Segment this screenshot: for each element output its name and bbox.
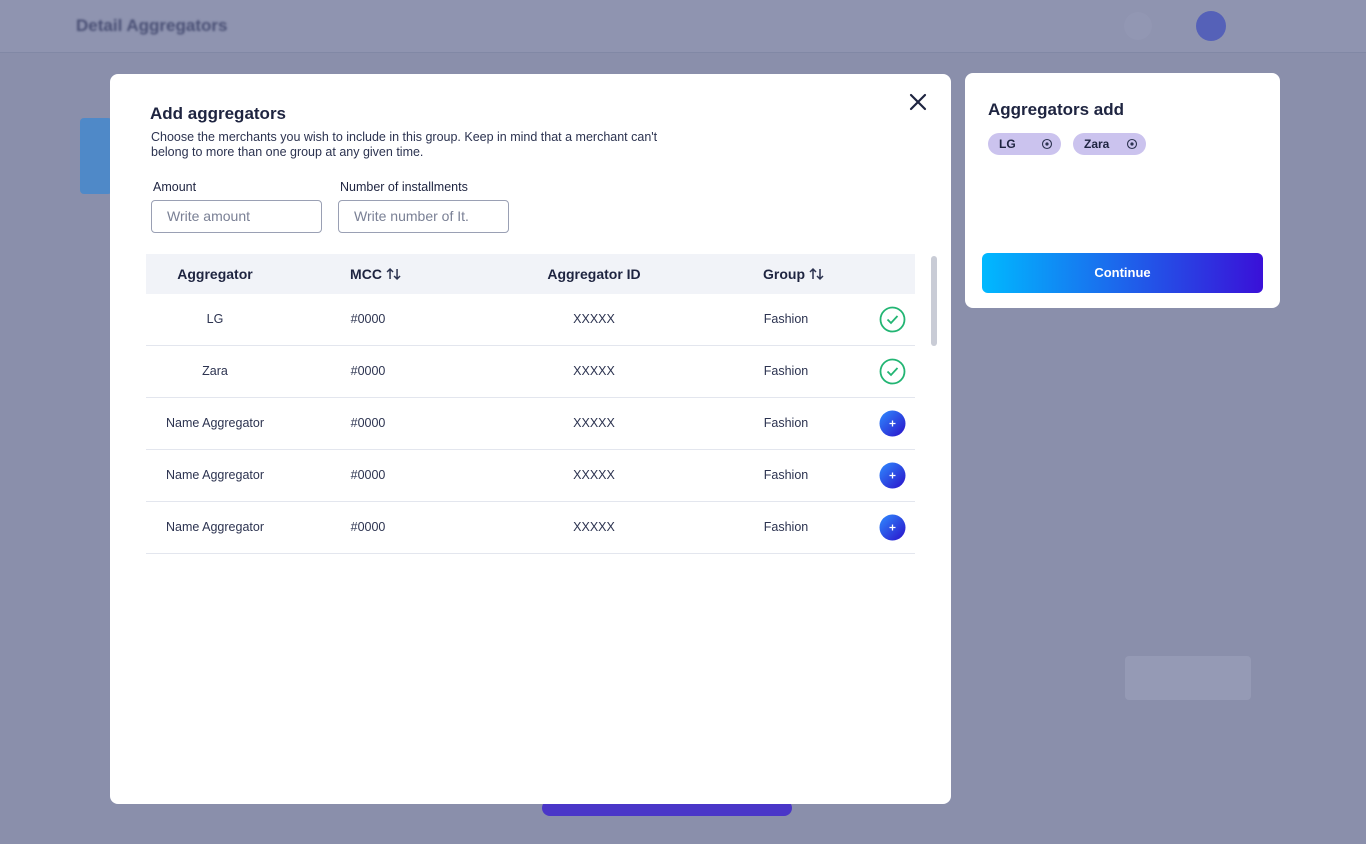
table-cell: Fashion bbox=[763, 520, 809, 534]
column-label: Aggregator bbox=[177, 266, 253, 282]
add-icon[interactable] bbox=[879, 410, 906, 437]
table-cell: #0000 bbox=[350, 312, 386, 326]
summary-title: Aggregators add bbox=[988, 100, 1125, 119]
table-row: LG #0000 XXXXX Fashion bbox=[146, 294, 915, 346]
card bbox=[80, 118, 112, 194]
table-cell: XXXXX bbox=[573, 416, 615, 430]
table-cell: XXXXX bbox=[573, 520, 615, 534]
column-header: Aggregator bbox=[177, 254, 252, 294]
chip: Zara bbox=[1073, 133, 1146, 155]
modal-title: Add aggregators bbox=[150, 104, 287, 123]
scrollbar[interactable] bbox=[931, 256, 937, 346]
column-header: MCC bbox=[350, 254, 402, 294]
continue-button[interactable]: Continue bbox=[982, 253, 1263, 293]
selected-icon[interactable] bbox=[879, 306, 906, 333]
table-cell: XXXXX bbox=[573, 364, 615, 378]
installments-input[interactable]: Write number of It. bbox=[338, 200, 509, 233]
page-title: Detail Aggregators bbox=[76, 16, 228, 35]
close-button[interactable] bbox=[906, 90, 930, 114]
row-action[interactable] bbox=[879, 358, 906, 385]
row-action[interactable] bbox=[879, 410, 906, 437]
table-row: Zara #0000 XXXXX Fashion bbox=[146, 346, 915, 398]
chip-label: Zara bbox=[1084, 137, 1110, 151]
column-label: Aggregator ID bbox=[547, 266, 641, 282]
chat-icon bbox=[1124, 12, 1152, 40]
column-header: Group bbox=[763, 254, 825, 294]
field-label: Amount bbox=[153, 180, 197, 194]
add-icon[interactable] bbox=[879, 514, 906, 541]
table-row: Name Aggregator #0000 XXXXX Fashion bbox=[146, 450, 915, 502]
table: Aggregator MCC Aggregator ID Group LG #0000 XX… bbox=[146, 254, 915, 554]
table-cell: XXXXX bbox=[573, 312, 615, 326]
add-icon[interactable] bbox=[879, 462, 906, 489]
table-cell: #0000 bbox=[350, 520, 386, 534]
modal-description: Choose the merchants you wish to include… bbox=[151, 130, 658, 159]
column-label: MCC bbox=[350, 266, 382, 282]
column-label: Group bbox=[763, 266, 805, 282]
menu bbox=[1125, 656, 1251, 700]
sort-icon[interactable] bbox=[386, 267, 402, 281]
table-cell: Fashion bbox=[763, 468, 809, 482]
summary-card: Aggregators add LG Zara Continue bbox=[965, 73, 1280, 308]
table-cell: #0000 bbox=[350, 416, 386, 430]
chip-remove[interactable] bbox=[1126, 138, 1138, 150]
column-header: Aggregator ID bbox=[547, 254, 640, 294]
field-label: Number of installments bbox=[340, 180, 468, 194]
background-button bbox=[542, 800, 792, 816]
table-cell: Fashion bbox=[763, 416, 809, 430]
chip-label: LG bbox=[999, 137, 1016, 151]
row-action[interactable] bbox=[879, 306, 906, 333]
sort-icon[interactable] bbox=[809, 267, 825, 281]
avatar bbox=[1196, 11, 1226, 41]
amount-input[interactable]: Write amount bbox=[151, 200, 322, 233]
chip-remove[interactable] bbox=[1041, 138, 1053, 150]
row-action[interactable] bbox=[879, 462, 906, 489]
table-cell: Name Aggregator bbox=[166, 416, 264, 430]
table-cell: LG bbox=[206, 312, 224, 326]
table-row: Name Aggregator #0000 XXXXX Fashion bbox=[146, 398, 915, 450]
table-cell: #0000 bbox=[350, 468, 386, 482]
table-row: Name Aggregator #0000 XXXXX Fashion bbox=[146, 502, 915, 554]
table-cell: Name Aggregator bbox=[166, 520, 264, 534]
table-cell: Name Aggregator bbox=[166, 468, 264, 482]
table-cell: #0000 bbox=[350, 364, 386, 378]
modal: Add aggregators Choose the merchants you… bbox=[110, 74, 951, 804]
chip: LG bbox=[988, 133, 1061, 155]
table-cell: XXXXX bbox=[573, 468, 615, 482]
selected-icon[interactable] bbox=[879, 358, 906, 385]
table-cell: Zara bbox=[202, 364, 228, 378]
table-cell: Fashion bbox=[763, 364, 809, 378]
table-header: Aggregator MCC Aggregator ID Group bbox=[146, 254, 915, 294]
row-action[interactable] bbox=[879, 514, 906, 541]
table-cell: Fashion bbox=[763, 312, 809, 326]
